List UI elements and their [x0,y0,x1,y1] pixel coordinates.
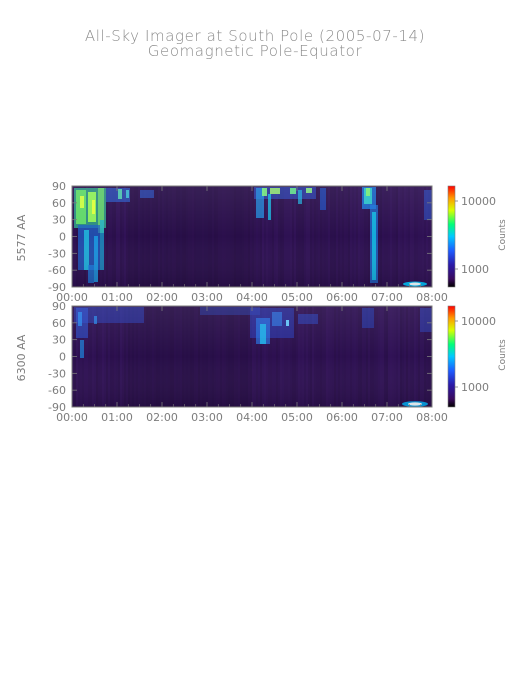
p2-x-tick-label: 06:00 [326,411,358,424]
p1-x-tick-label: 02:00 [146,291,178,304]
p1-x-tick-label: 08:00 [416,291,448,304]
p2-x-tick-label: 08:00 [416,411,448,424]
p2-x-tick-label: 00:00 [56,411,88,424]
p2-y-tick-label: 60 [52,317,66,330]
panel-6300-colorbar-label: Counts [498,339,508,371]
p2-x-tick-label: 03:00 [191,411,223,424]
panel-6300-ylabel: 6300 AA [15,334,28,381]
p1-x-tick-label: 00:00 [56,291,88,304]
p2-x-tick-label: 05:00 [281,411,313,424]
p1-y-tick-label: 30 [52,214,66,227]
p1-y-tick-label: -60 [48,264,66,277]
p1-y-tick-label: 0 [59,231,66,244]
panel-5577-colorbar [447,185,456,288]
panel-6300: 90 60 30 0 -30 -60 -90 00:00 01:00 02:00 03:00 04:… [15,300,508,424]
panel-6300-y-axis: 90 60 30 0 -30 -60 -90 [48,300,432,414]
p2-x-tick-label: 07:00 [371,411,403,424]
panel-5577-colorbar-tick-high: 10000 [461,195,496,208]
panel-6300-colorbar [447,305,456,408]
p1-y-tick-label: -90 [48,281,66,294]
p2-x-tick-label: 01:00 [101,411,133,424]
p1-x-tick-label: 05:00 [281,291,313,304]
chart-subtitle: Geomagnetic Pole-Equator [147,42,363,60]
p1-x-tick-label: 03:00 [191,291,223,304]
panel-5577: 90 60 30 0 -30 -60 -90 00:00 01:00 02:00 03:00 04:… [15,180,508,304]
panel-5577-ylabel: 5577 AA [15,214,28,261]
p2-x-tick-label: 02:00 [146,411,178,424]
chart-title: All-Sky Imager at South Pole (2005-07-14… [84,27,426,45]
panel-5577-y-axis: 90 60 30 0 -30 -60 -90 [48,180,432,294]
p1-x-tick-label: 07:00 [371,291,403,304]
panel-5577-colorbar-label: Counts [498,219,508,251]
p2-y-tick-label: 0 [59,351,66,364]
p2-y-tick-label: 90 [52,300,66,313]
p2-y-tick-label: -90 [48,401,66,414]
panel-6300-colorbar-tick-high: 10000 [461,315,496,328]
panel-5577-x-axis: 00:00 01:00 02:00 03:00 04:00 05:00 06:00 07:00… [56,186,448,304]
panel-6300-colorbar-tick-low: 1000 [461,381,489,394]
p1-x-tick-label: 04:00 [236,291,268,304]
p2-y-tick-label: -60 [48,384,66,397]
p2-y-tick-label: 30 [52,334,66,347]
p1-x-tick-label: 01:00 [101,291,133,304]
p1-x-tick-label: 06:00 [326,291,358,304]
panel-5577-colorbar-tick-low: 1000 [461,263,489,276]
p1-y-tick-label: 60 [52,197,66,210]
p2-x-tick-label: 04:00 [236,411,268,424]
p1-y-tick-label: -30 [48,247,66,260]
panel-6300-x-axis: 00:00 01:00 02:00 03:00 04:00 05:00 06:00 07:00… [56,306,448,424]
p2-y-tick-label: -30 [48,367,66,380]
p1-y-tick-label: 90 [52,180,66,193]
